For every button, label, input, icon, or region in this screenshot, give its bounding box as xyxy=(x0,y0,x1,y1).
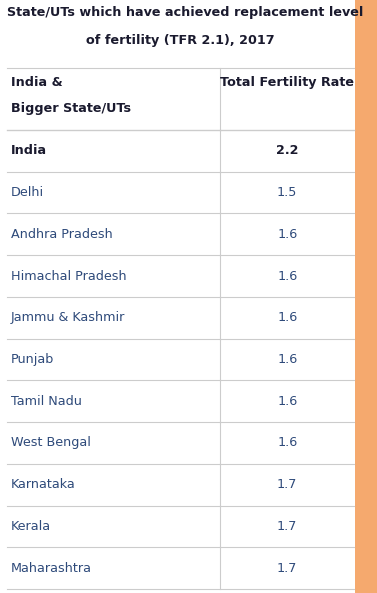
Text: India &: India & xyxy=(11,76,63,89)
Text: Maharashtra: Maharashtra xyxy=(11,562,92,575)
Text: Himachal Pradesh: Himachal Pradesh xyxy=(11,270,127,282)
Text: Punjab: Punjab xyxy=(11,353,54,366)
Text: 1.6: 1.6 xyxy=(277,311,297,324)
Text: India: India xyxy=(11,144,47,157)
Text: 1.7: 1.7 xyxy=(277,520,297,533)
Text: 1.6: 1.6 xyxy=(277,270,297,282)
Text: 1.6: 1.6 xyxy=(277,395,297,408)
Text: Kerala: Kerala xyxy=(11,520,51,533)
Text: 1.5: 1.5 xyxy=(277,186,297,199)
Text: West Bengal: West Bengal xyxy=(11,436,91,449)
Text: 1.6: 1.6 xyxy=(277,353,297,366)
Text: 2.2: 2.2 xyxy=(276,144,299,157)
Text: Delhi: Delhi xyxy=(11,186,44,199)
Text: Tamil Nadu: Tamil Nadu xyxy=(11,395,82,408)
Text: Andhra Pradesh: Andhra Pradesh xyxy=(11,228,113,241)
Text: 1.6: 1.6 xyxy=(277,436,297,449)
Text: Bigger State/UTs: Bigger State/UTs xyxy=(11,102,131,115)
Text: Total Fertility Rate: Total Fertility Rate xyxy=(220,76,354,89)
Text: 1.7: 1.7 xyxy=(277,562,297,575)
Text: Jammu & Kashmir: Jammu & Kashmir xyxy=(11,311,126,324)
Text: State/UTs which have achieved replacement level: State/UTs which have achieved replacemen… xyxy=(7,6,363,19)
Text: 1.7: 1.7 xyxy=(277,478,297,491)
Text: of fertility (TFR 2.1), 2017: of fertility (TFR 2.1), 2017 xyxy=(86,34,275,47)
Bar xyxy=(355,0,377,593)
Text: Karnataka: Karnataka xyxy=(11,478,76,491)
Text: 1.6: 1.6 xyxy=(277,228,297,241)
